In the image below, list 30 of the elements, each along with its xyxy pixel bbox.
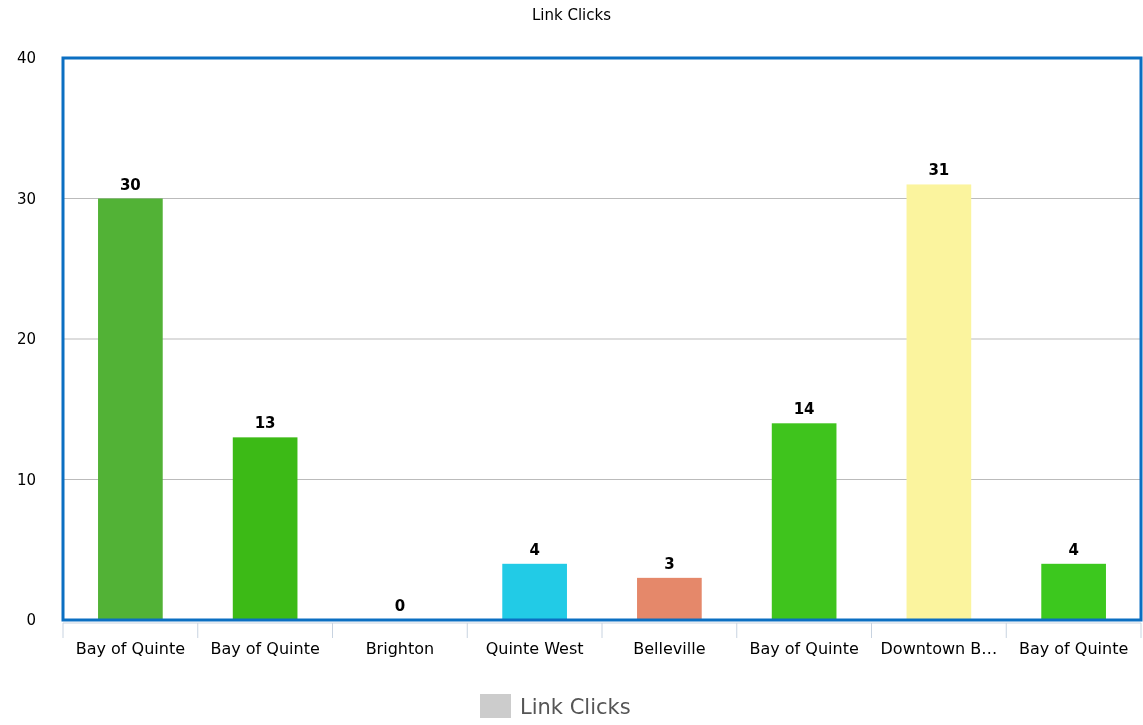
x-tick-label: Bay of Quinte [75, 639, 186, 658]
y-tick-label: 40 [16, 49, 36, 67]
bar [1041, 563, 1106, 620]
bar [906, 184, 972, 620]
data-label: 30 [119, 175, 141, 194]
text: Link Clicks [520, 695, 631, 719]
x-tick-label: Brighton [365, 639, 435, 658]
bar [637, 577, 702, 620]
x-tick-label: Bay of Quinte [749, 639, 859, 658]
data-label: 31 [928, 161, 950, 180]
x-tick-label: Belleville [633, 639, 706, 658]
y-tick-label: 0 [26, 611, 36, 629]
y-tick-label: 20 [16, 330, 36, 348]
data-label: 13 [254, 414, 276, 433]
bar [502, 563, 567, 620]
bar [771, 423, 837, 620]
data-label: 4 [529, 540, 540, 559]
data-label: 0 [394, 597, 406, 615]
x-tick-label: Downtown B… [880, 639, 998, 658]
data-label: 4 [1068, 540, 1079, 559]
x-tick-label: Bay of Quinte [210, 639, 320, 658]
x-tick-label: Quinte West [485, 639, 584, 658]
chart-title: Link Clicks [531, 6, 612, 24]
x-tick-label: Bay of Quinte [1018, 639, 1129, 658]
y-tick-label: 10 [16, 470, 36, 489]
y-tick-label: 30 [16, 189, 36, 208]
bar [232, 437, 298, 620]
bar [98, 198, 163, 620]
data-label: 3 [664, 554, 675, 573]
data-label: 14 [793, 400, 815, 419]
